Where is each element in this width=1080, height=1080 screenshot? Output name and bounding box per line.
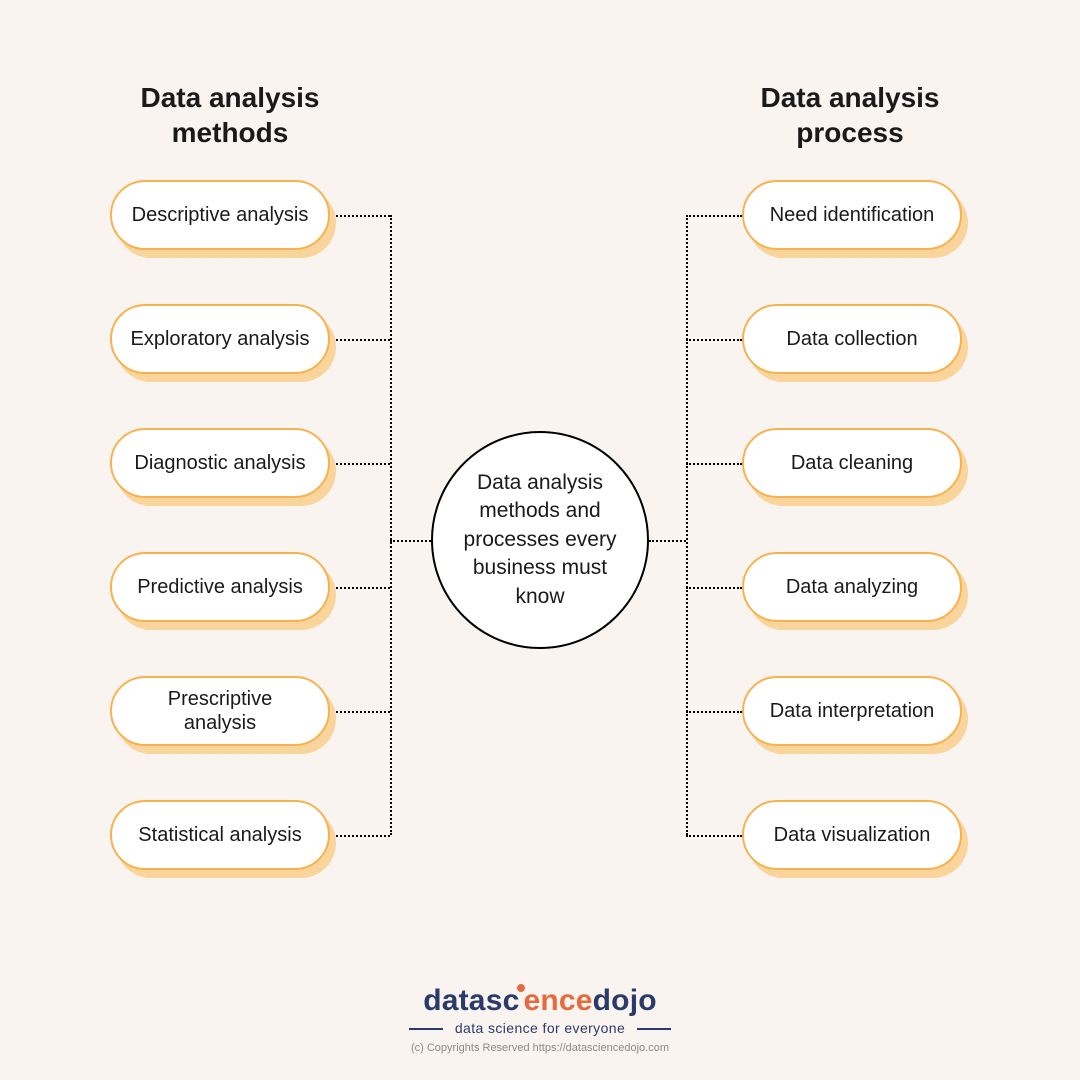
pill: Need identification — [742, 180, 962, 250]
connector-left-stub-1 — [336, 339, 390, 341]
logo-tagline: data science for everyone — [0, 1020, 1080, 1036]
connector-right-stub-1 — [686, 339, 742, 341]
pill-right-0: Need identification — [742, 180, 962, 250]
pill-label: Data cleaning — [791, 451, 913, 475]
pill-label: Exploratory analysis — [131, 327, 310, 351]
column-header-left: Data analysis methods — [100, 80, 360, 150]
connector-left-stub-0 — [336, 215, 390, 217]
pill: Predictive analysis — [110, 552, 330, 622]
pill: Descriptive analysis — [110, 180, 330, 250]
pill-left-4: Prescriptive analysis — [110, 676, 330, 746]
pill: Data collection — [742, 304, 962, 374]
connector-right-stub-0 — [686, 215, 742, 217]
pill-label: Descriptive analysis — [132, 203, 309, 227]
connector-left-stub-3 — [336, 587, 390, 589]
pill-left-5: Statistical analysis — [110, 800, 330, 870]
pill-label: Prescriptive analysis — [130, 687, 310, 735]
connector-right-stub-4 — [686, 711, 742, 713]
connector-right-trunk — [686, 215, 688, 835]
logo-wordmark: datascencedojo — [0, 984, 1080, 1018]
diagram-canvas: Data analysis methods Data analysis proc… — [0, 0, 1080, 1080]
pill-right-1: Data collection — [742, 304, 962, 374]
connector-left-to-circle — [390, 540, 431, 542]
pill-right-3: Data analyzing — [742, 552, 962, 622]
copyright-text: (c) Copyrights Reserved https://datascie… — [0, 1042, 1080, 1054]
pill: Data analyzing — [742, 552, 962, 622]
pill-right-5: Data visualization — [742, 800, 962, 870]
pill: Statistical analysis — [110, 800, 330, 870]
pill-label: Diagnostic analysis — [134, 451, 305, 475]
connector-left-stub-4 — [336, 711, 390, 713]
pill-right-4: Data interpretation — [742, 676, 962, 746]
pill: Data visualization — [742, 800, 962, 870]
connector-right-stub-5 — [686, 835, 742, 837]
connector-right-stub-2 — [686, 463, 742, 465]
pill-label: Predictive analysis — [137, 575, 303, 599]
pill-right-2: Data cleaning — [742, 428, 962, 498]
pill-left-1: Exploratory analysis — [110, 304, 330, 374]
pill-left-2: Diagnostic analysis — [110, 428, 330, 498]
connector-left-stub-5 — [336, 835, 390, 837]
column-header-right: Data analysis process — [720, 80, 980, 150]
pill-left-3: Predictive analysis — [110, 552, 330, 622]
logo-part-c: dojo — [593, 984, 657, 1017]
pill-label: Statistical analysis — [138, 823, 301, 847]
footer: datascencedojo data science for everyone… — [0, 984, 1080, 1054]
center-text: Data analysis methods and processes ever… — [457, 469, 623, 611]
pill-label: Data analyzing — [786, 575, 918, 599]
pill: Data cleaning — [742, 428, 962, 498]
header-text: Data analysis process — [761, 82, 940, 148]
logo-part-a: datasc — [423, 984, 519, 1017]
pill-label: Need identification — [770, 203, 935, 227]
connector-right-to-circle — [649, 540, 686, 542]
connector-left-stub-2 — [336, 463, 390, 465]
tagline-text: data science for everyone — [455, 1020, 625, 1036]
pill: Data interpretation — [742, 676, 962, 746]
pill: Diagnostic analysis — [110, 428, 330, 498]
logo-part-b: ence — [523, 984, 592, 1017]
connector-right-stub-3 — [686, 587, 742, 589]
center-circle: Data analysis methods and processes ever… — [431, 431, 649, 649]
connector-left-trunk — [390, 215, 392, 835]
pill-label: Data collection — [786, 327, 917, 351]
pill-label: Data interpretation — [770, 699, 935, 723]
header-text: Data analysis methods — [141, 82, 320, 148]
pill-label: Data visualization — [774, 823, 931, 847]
pill: Exploratory analysis — [110, 304, 330, 374]
pill-left-0: Descriptive analysis — [110, 180, 330, 250]
pill: Prescriptive analysis — [110, 676, 330, 746]
